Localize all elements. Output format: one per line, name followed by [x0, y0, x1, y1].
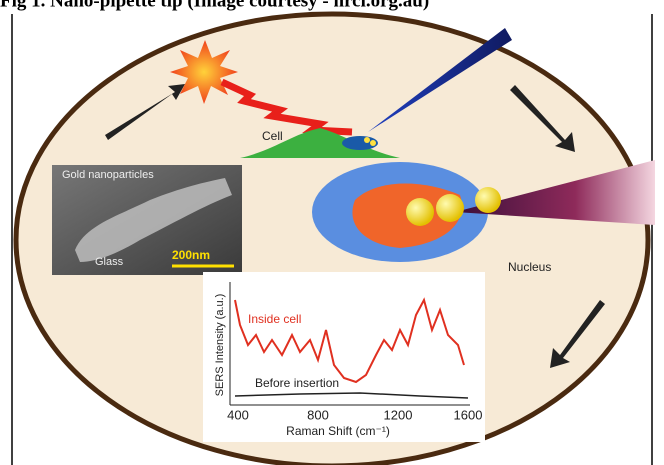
figure: Fig 1. Nano-pipette tip (Image courtesy …: [0, 0, 664, 465]
spectrum-label: Before insertion: [255, 376, 339, 390]
x-tick-label: 400: [227, 407, 249, 422]
sem-label: Gold nanoparticles: [62, 169, 154, 181]
y-axis-label: SERS Intensity (a.u.): [214, 294, 226, 397]
page: Fig 1. Nano-pipette tip (Image courtesy …: [0, 0, 664, 465]
x-tick-label: 1600: [454, 407, 483, 422]
spectrum-label: Inside cell: [248, 312, 301, 326]
sem-label: Glass: [95, 256, 124, 268]
caption: Fig 1. Nano-pipette tip (Image courtesy …: [0, 0, 429, 11]
gold-particle: [436, 194, 464, 222]
x-tick-label: 800: [307, 407, 329, 422]
x-axis-label: Raman Shift (cm⁻¹): [286, 424, 390, 438]
gold-particle: [475, 187, 501, 213]
scale-bar-label: 200nm: [172, 248, 210, 262]
particle: [370, 140, 376, 146]
x-tick-label: 1200: [384, 407, 413, 422]
nucleus-label: Nucleus: [508, 260, 551, 274]
gold-particle: [406, 198, 434, 226]
particle: [364, 137, 370, 143]
cell-label: Cell: [262, 129, 283, 143]
